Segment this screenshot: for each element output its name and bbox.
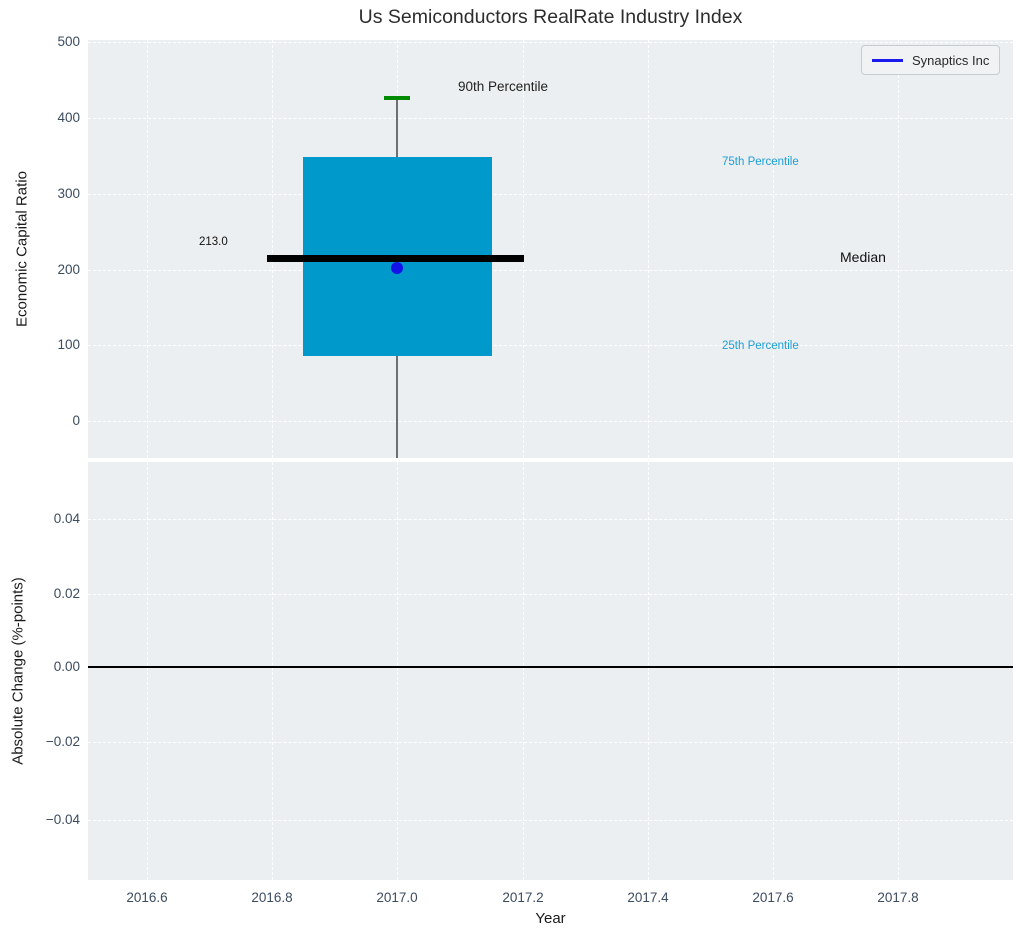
- ytick-0.00: 0.00: [53, 659, 80, 674]
- gridline-h: [88, 519, 1013, 520]
- gridline-v: [648, 462, 649, 880]
- gridline-h: [88, 594, 1013, 595]
- gridline-v: [773, 40, 774, 458]
- xtick-2016.6: 2016.6: [126, 890, 168, 905]
- gridline-h: [88, 42, 1013, 43]
- bottom-plot-area: [88, 462, 1013, 880]
- ytick-0.04: 0.04: [53, 511, 80, 526]
- ytick-500: 500: [57, 34, 80, 49]
- gridline-h: [88, 820, 1013, 821]
- ytick-200: 200: [57, 262, 80, 277]
- gridline-v: [272, 40, 273, 458]
- gridline-v: [898, 462, 899, 880]
- gridline-v: [272, 462, 273, 880]
- legend: Synaptics Inc: [861, 45, 1001, 75]
- ytick-100: 100: [57, 337, 80, 352]
- gridline-h: [88, 421, 1013, 422]
- xtick-2016.8: 2016.8: [251, 890, 293, 905]
- gridline-v: [648, 40, 649, 458]
- ytick-400: 400: [57, 110, 80, 125]
- gridline-h: [88, 194, 1013, 195]
- gridline-v: [147, 462, 148, 880]
- xtick-2017.4: 2017.4: [627, 890, 669, 905]
- legend-line-sample: [872, 58, 903, 62]
- legend-label: Synaptics Inc: [912, 52, 990, 68]
- label-median-value: 213.0: [199, 236, 228, 248]
- gridline-v: [898, 40, 899, 458]
- gridline-v: [523, 40, 524, 458]
- label-75th-percentile: 75th Percentile: [722, 156, 799, 168]
- gridline-h: [88, 270, 1013, 271]
- xtick-2017.2: 2017.2: [502, 890, 544, 905]
- gridline-v: [773, 462, 774, 880]
- gridline-h: [88, 742, 1013, 743]
- gridline-h: [88, 118, 1013, 119]
- synaptics-marker-dot: [391, 262, 403, 274]
- gridline-h: [88, 345, 1013, 346]
- ytick--0.04: −0.04: [45, 812, 80, 827]
- boxplot-median-line: [267, 255, 524, 262]
- zero-change-line: [88, 666, 1013, 668]
- xtick-2017.6: 2017.6: [752, 890, 794, 905]
- ytick-0: 0: [72, 413, 80, 428]
- ytick-0.02: 0.02: [53, 586, 80, 601]
- xtick-2017.8: 2017.8: [877, 890, 919, 905]
- top-plot-area: [88, 40, 1013, 458]
- label-25th-percentile: 25th Percentile: [722, 340, 799, 352]
- top-yaxis-label: Economic Capital Ratio: [13, 171, 31, 327]
- ytick-300: 300: [57, 186, 80, 201]
- gridline-v: [397, 462, 398, 880]
- gridline-v: [523, 462, 524, 880]
- boxplot-90th-cap: [384, 96, 410, 100]
- bottom-yaxis-label: Absolute Change (%-points): [9, 577, 27, 765]
- label-median: Median: [840, 249, 886, 265]
- ytick--0.02: −0.02: [45, 734, 80, 749]
- chart-title: Us Semiconductors RealRate Industry Inde…: [358, 6, 743, 28]
- gridline-v: [147, 40, 148, 458]
- xaxis-label: Year: [535, 910, 566, 927]
- xtick-2017.0: 2017.0: [376, 890, 418, 905]
- label-90th-percentile: 90th Percentile: [458, 79, 549, 94]
